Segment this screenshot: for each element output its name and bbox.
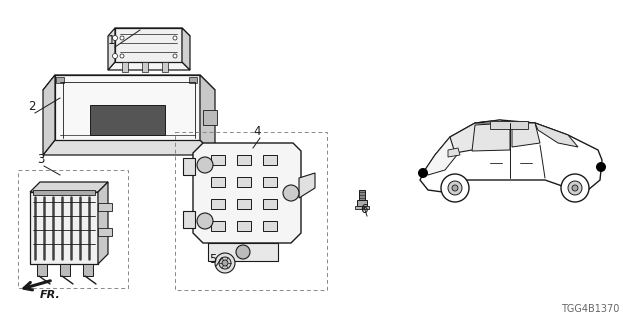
Polygon shape — [420, 120, 602, 193]
Polygon shape — [535, 123, 578, 147]
Polygon shape — [355, 206, 369, 209]
Circle shape — [448, 181, 462, 195]
Polygon shape — [142, 62, 148, 72]
Polygon shape — [208, 243, 278, 261]
Polygon shape — [512, 123, 540, 147]
Text: 1: 1 — [108, 34, 115, 47]
Bar — [237, 155, 251, 165]
Text: 4: 4 — [253, 125, 260, 138]
Circle shape — [452, 185, 458, 191]
Polygon shape — [30, 182, 108, 192]
Polygon shape — [183, 158, 195, 175]
Polygon shape — [83, 264, 93, 276]
Circle shape — [197, 157, 213, 173]
Polygon shape — [183, 211, 195, 228]
Polygon shape — [108, 28, 115, 70]
Polygon shape — [448, 148, 460, 157]
Polygon shape — [37, 264, 47, 276]
Polygon shape — [115, 28, 190, 36]
Polygon shape — [450, 121, 500, 153]
Polygon shape — [55, 75, 200, 140]
Circle shape — [568, 181, 582, 195]
Polygon shape — [425, 137, 465, 175]
Polygon shape — [162, 62, 168, 72]
Circle shape — [120, 54, 124, 58]
Bar — [263, 221, 277, 231]
Polygon shape — [472, 123, 510, 151]
Polygon shape — [182, 28, 190, 70]
Bar — [263, 177, 277, 187]
Circle shape — [215, 253, 235, 273]
Circle shape — [283, 185, 299, 201]
Polygon shape — [200, 75, 215, 155]
Polygon shape — [56, 77, 64, 83]
Circle shape — [113, 36, 118, 41]
Text: TGG4B1370: TGG4B1370 — [561, 304, 619, 314]
Polygon shape — [203, 110, 217, 125]
Polygon shape — [475, 120, 568, 135]
Polygon shape — [359, 190, 365, 200]
Circle shape — [173, 54, 177, 58]
Text: 2: 2 — [28, 100, 35, 113]
Polygon shape — [98, 182, 108, 264]
Text: 5: 5 — [209, 253, 216, 266]
Bar — [211, 199, 225, 209]
Polygon shape — [122, 62, 128, 72]
Polygon shape — [357, 200, 367, 206]
Circle shape — [222, 260, 228, 266]
Bar — [237, 177, 251, 187]
Circle shape — [418, 168, 428, 178]
Circle shape — [113, 53, 118, 59]
Circle shape — [572, 185, 578, 191]
Text: 3: 3 — [37, 153, 44, 166]
Polygon shape — [189, 77, 197, 83]
Bar — [211, 177, 225, 187]
Text: 6: 6 — [360, 203, 367, 216]
Circle shape — [236, 245, 250, 259]
Polygon shape — [33, 190, 95, 195]
Polygon shape — [115, 28, 182, 62]
Bar — [211, 155, 225, 165]
Circle shape — [173, 36, 177, 40]
Polygon shape — [98, 203, 112, 211]
Circle shape — [596, 162, 606, 172]
Bar — [263, 155, 277, 165]
Circle shape — [219, 257, 231, 269]
Polygon shape — [43, 75, 215, 90]
Bar — [237, 199, 251, 209]
Polygon shape — [43, 140, 215, 155]
Polygon shape — [60, 264, 70, 276]
Polygon shape — [299, 173, 315, 198]
Polygon shape — [108, 62, 190, 70]
Circle shape — [120, 36, 124, 40]
Polygon shape — [193, 143, 301, 243]
Polygon shape — [490, 121, 528, 129]
Polygon shape — [90, 105, 165, 135]
Circle shape — [561, 174, 589, 202]
Circle shape — [197, 213, 213, 229]
Bar — [211, 221, 225, 231]
Text: FR.: FR. — [40, 290, 61, 300]
Polygon shape — [43, 75, 55, 155]
Bar — [263, 199, 277, 209]
Bar — [175, 132, 327, 290]
Bar — [18, 170, 128, 288]
Bar — [237, 221, 251, 231]
Polygon shape — [30, 192, 98, 264]
Circle shape — [441, 174, 469, 202]
Polygon shape — [98, 228, 112, 236]
